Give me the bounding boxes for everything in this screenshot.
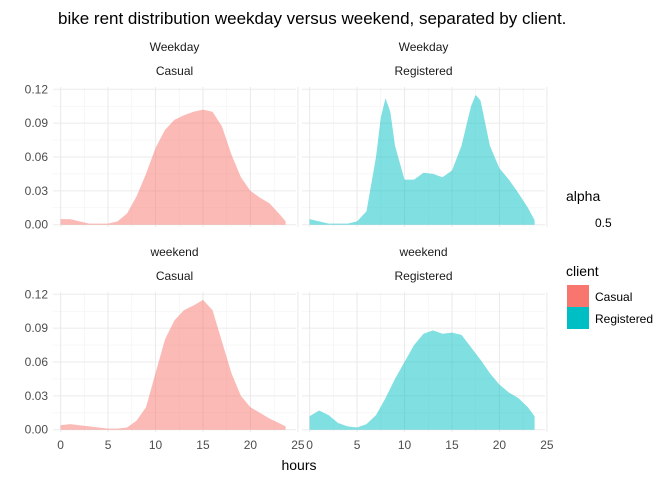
- x-tick-label: 20: [244, 438, 258, 452]
- chart-title: bike rent distribution weekday versus we…: [58, 9, 566, 28]
- legend-alpha-value: 0.5: [595, 216, 612, 230]
- legend-swatch-casual: [567, 285, 589, 307]
- legend-swatch-registered: [567, 307, 589, 329]
- x-tick-label: 20: [493, 438, 507, 452]
- panel-weekend-casual: weekend Casual 0.00 0.03 0.06 0.09 0.12 0 5 10 15 2…: [25, 245, 305, 452]
- x-tick-label: 5: [354, 438, 361, 452]
- panels: WeekdayCasual0.000.030.060.090.12Weekday…: [25, 40, 554, 452]
- x-tick-label: 0: [57, 438, 64, 452]
- strip-label-client: Registered: [394, 64, 452, 78]
- y-tick-label: 0.12: [25, 82, 49, 96]
- x-axis-title: hours: [281, 457, 316, 473]
- y-tick-label: 0.06: [25, 150, 49, 164]
- strip-label-day: weekend: [398, 245, 447, 259]
- y-tick-label: 0.03: [25, 184, 49, 198]
- density-area-weekday-casual: [60, 109, 286, 225]
- x-tick-label: 15: [445, 438, 459, 452]
- x-tick-label: 10: [398, 438, 412, 452]
- y-tick-label: 0.09: [25, 116, 49, 130]
- y-tick-label: 0.00: [25, 423, 49, 437]
- y-tick-label: 0.03: [25, 389, 49, 403]
- legend-label-registered: Registered: [595, 312, 653, 326]
- legend: alpha 0.5 client Casual Registered: [566, 188, 653, 329]
- panel-weekday-registered: Weekday Registered: [302, 40, 548, 227]
- y-tick-label: 0.00: [25, 218, 49, 232]
- strip-label-client: Casual: [156, 64, 193, 78]
- x-tick-label: 15: [196, 438, 210, 452]
- x-tick-label: 25: [540, 438, 554, 452]
- legend-alpha-title: alpha: [566, 188, 600, 204]
- x-tick-label: 10: [149, 438, 163, 452]
- strip-label-day: Weekday: [399, 40, 449, 54]
- density-area-weekday-registered: [309, 94, 535, 225]
- panel-weekend-registered: weekend Registered 0 5 10 15 20 25: [302, 245, 554, 452]
- strip-label-day: weekend: [149, 245, 198, 259]
- density-area-weekend-registered: [309, 330, 535, 430]
- y-tick-label: 0.09: [25, 321, 49, 335]
- strip-label-client: Registered: [394, 269, 452, 283]
- strip-label-client: Casual: [156, 269, 193, 283]
- y-tick-label: 0.06: [25, 355, 49, 369]
- x-tick-label: 5: [105, 438, 112, 452]
- strip-label-day: Weekday: [150, 40, 200, 54]
- panel-weekday-casual: Weekday Casual 0.00 0.03 0.06 0.09 0.12: [25, 40, 299, 232]
- x-tick-label: 25: [291, 438, 305, 452]
- legend-client-title: client: [566, 263, 599, 279]
- density-area-weekend-casual: [60, 299, 286, 430]
- legend-label-casual: Casual: [595, 290, 632, 304]
- x-tick-label: 0: [306, 438, 313, 452]
- y-tick-label: 0.12: [25, 287, 49, 301]
